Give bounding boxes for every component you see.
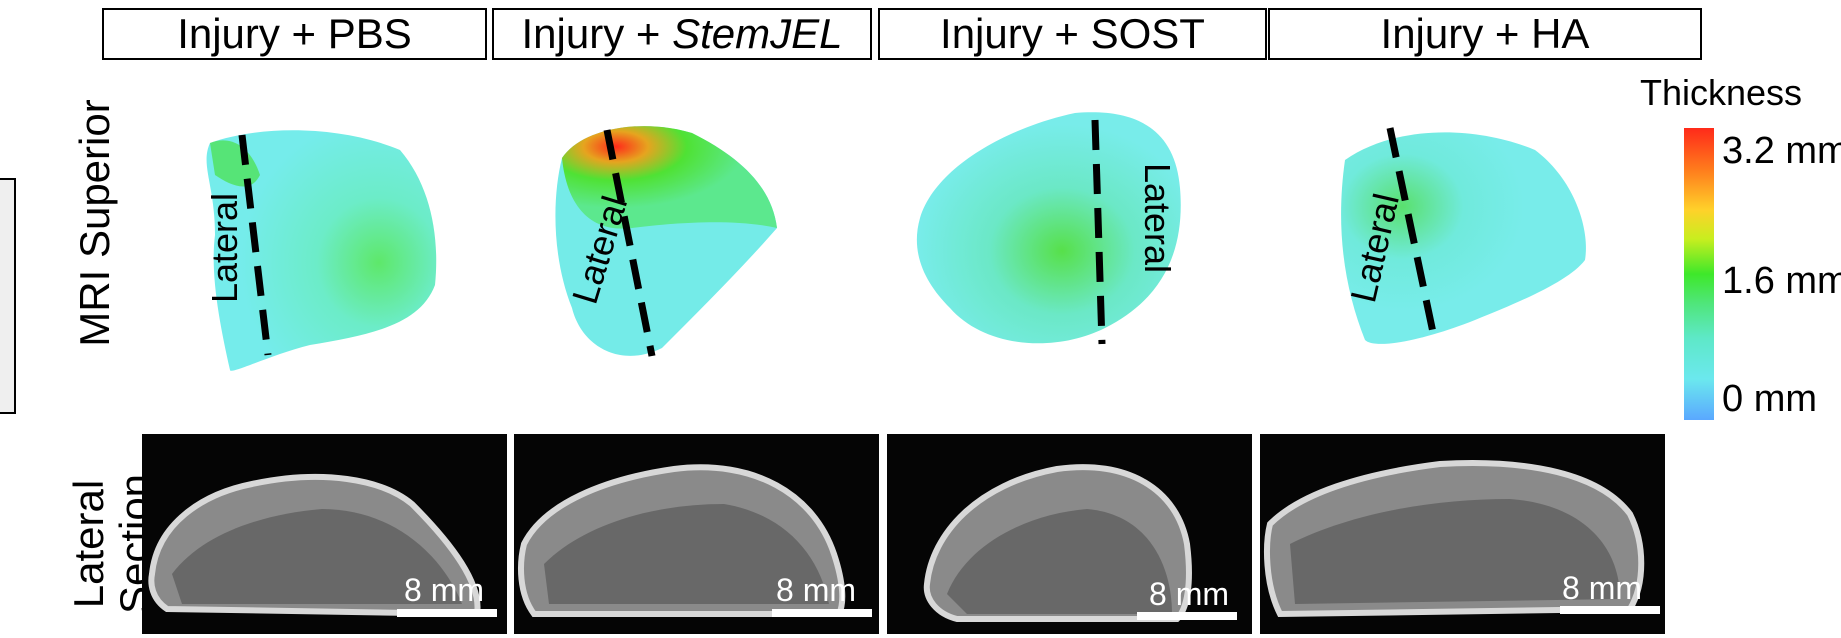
lateral-section-stemjel: 8 mm [514,434,879,634]
lateral-section-sost: 8 mm [887,434,1252,634]
section-image-stemjel [518,464,846,617]
mri-superior-pbs [206,130,437,371]
colorbar-tick-min: 0 mm [1722,378,1817,420]
scale-bar-stemjel [772,609,872,617]
lateral-section-ha: 8 mm [1260,434,1665,634]
scale-bar-ha [1560,606,1660,614]
lateral-label-pbs: Lateral [204,192,246,304]
mri-superior-stemjel [555,126,777,357]
mri-superior-ha [1341,127,1586,344]
thickness-colorbar [1684,128,1714,420]
column-header-ha: Injury + HA [1268,8,1702,60]
scale-label-stemjel: 8 mm [776,572,856,608]
scale-label-pbs: 8 mm [404,572,484,608]
scale-label-ha: 8 mm [1562,570,1642,606]
colorbar-tick-max: 3.2 mm [1722,130,1841,172]
column-header-sost: Injury + SOST [878,8,1267,60]
section-image-sost [923,464,1192,622]
row-label-mri-superior: MRI Superior [71,99,118,347]
scale-bar-pbs [397,609,497,617]
mri-superior-sost [916,112,1181,345]
scale-bar-sost [1137,612,1237,620]
lateral-label-sost: Lateral [1137,162,1179,274]
column-header-stemjel: Injury + StemJEL [492,8,872,60]
scale-label-sost: 8 mm [1149,576,1229,612]
column-header-pbs: Injury + PBS [102,8,487,60]
lateral-section-pbs: 8 mm [142,434,507,634]
left-side-tab [0,178,16,414]
section-image-pbs [148,474,481,618]
section-image-ha [1264,460,1645,618]
colorbar-title: Thickness [1640,72,1803,113]
colorbar-tick-mid: 1.6 mm [1722,260,1841,302]
